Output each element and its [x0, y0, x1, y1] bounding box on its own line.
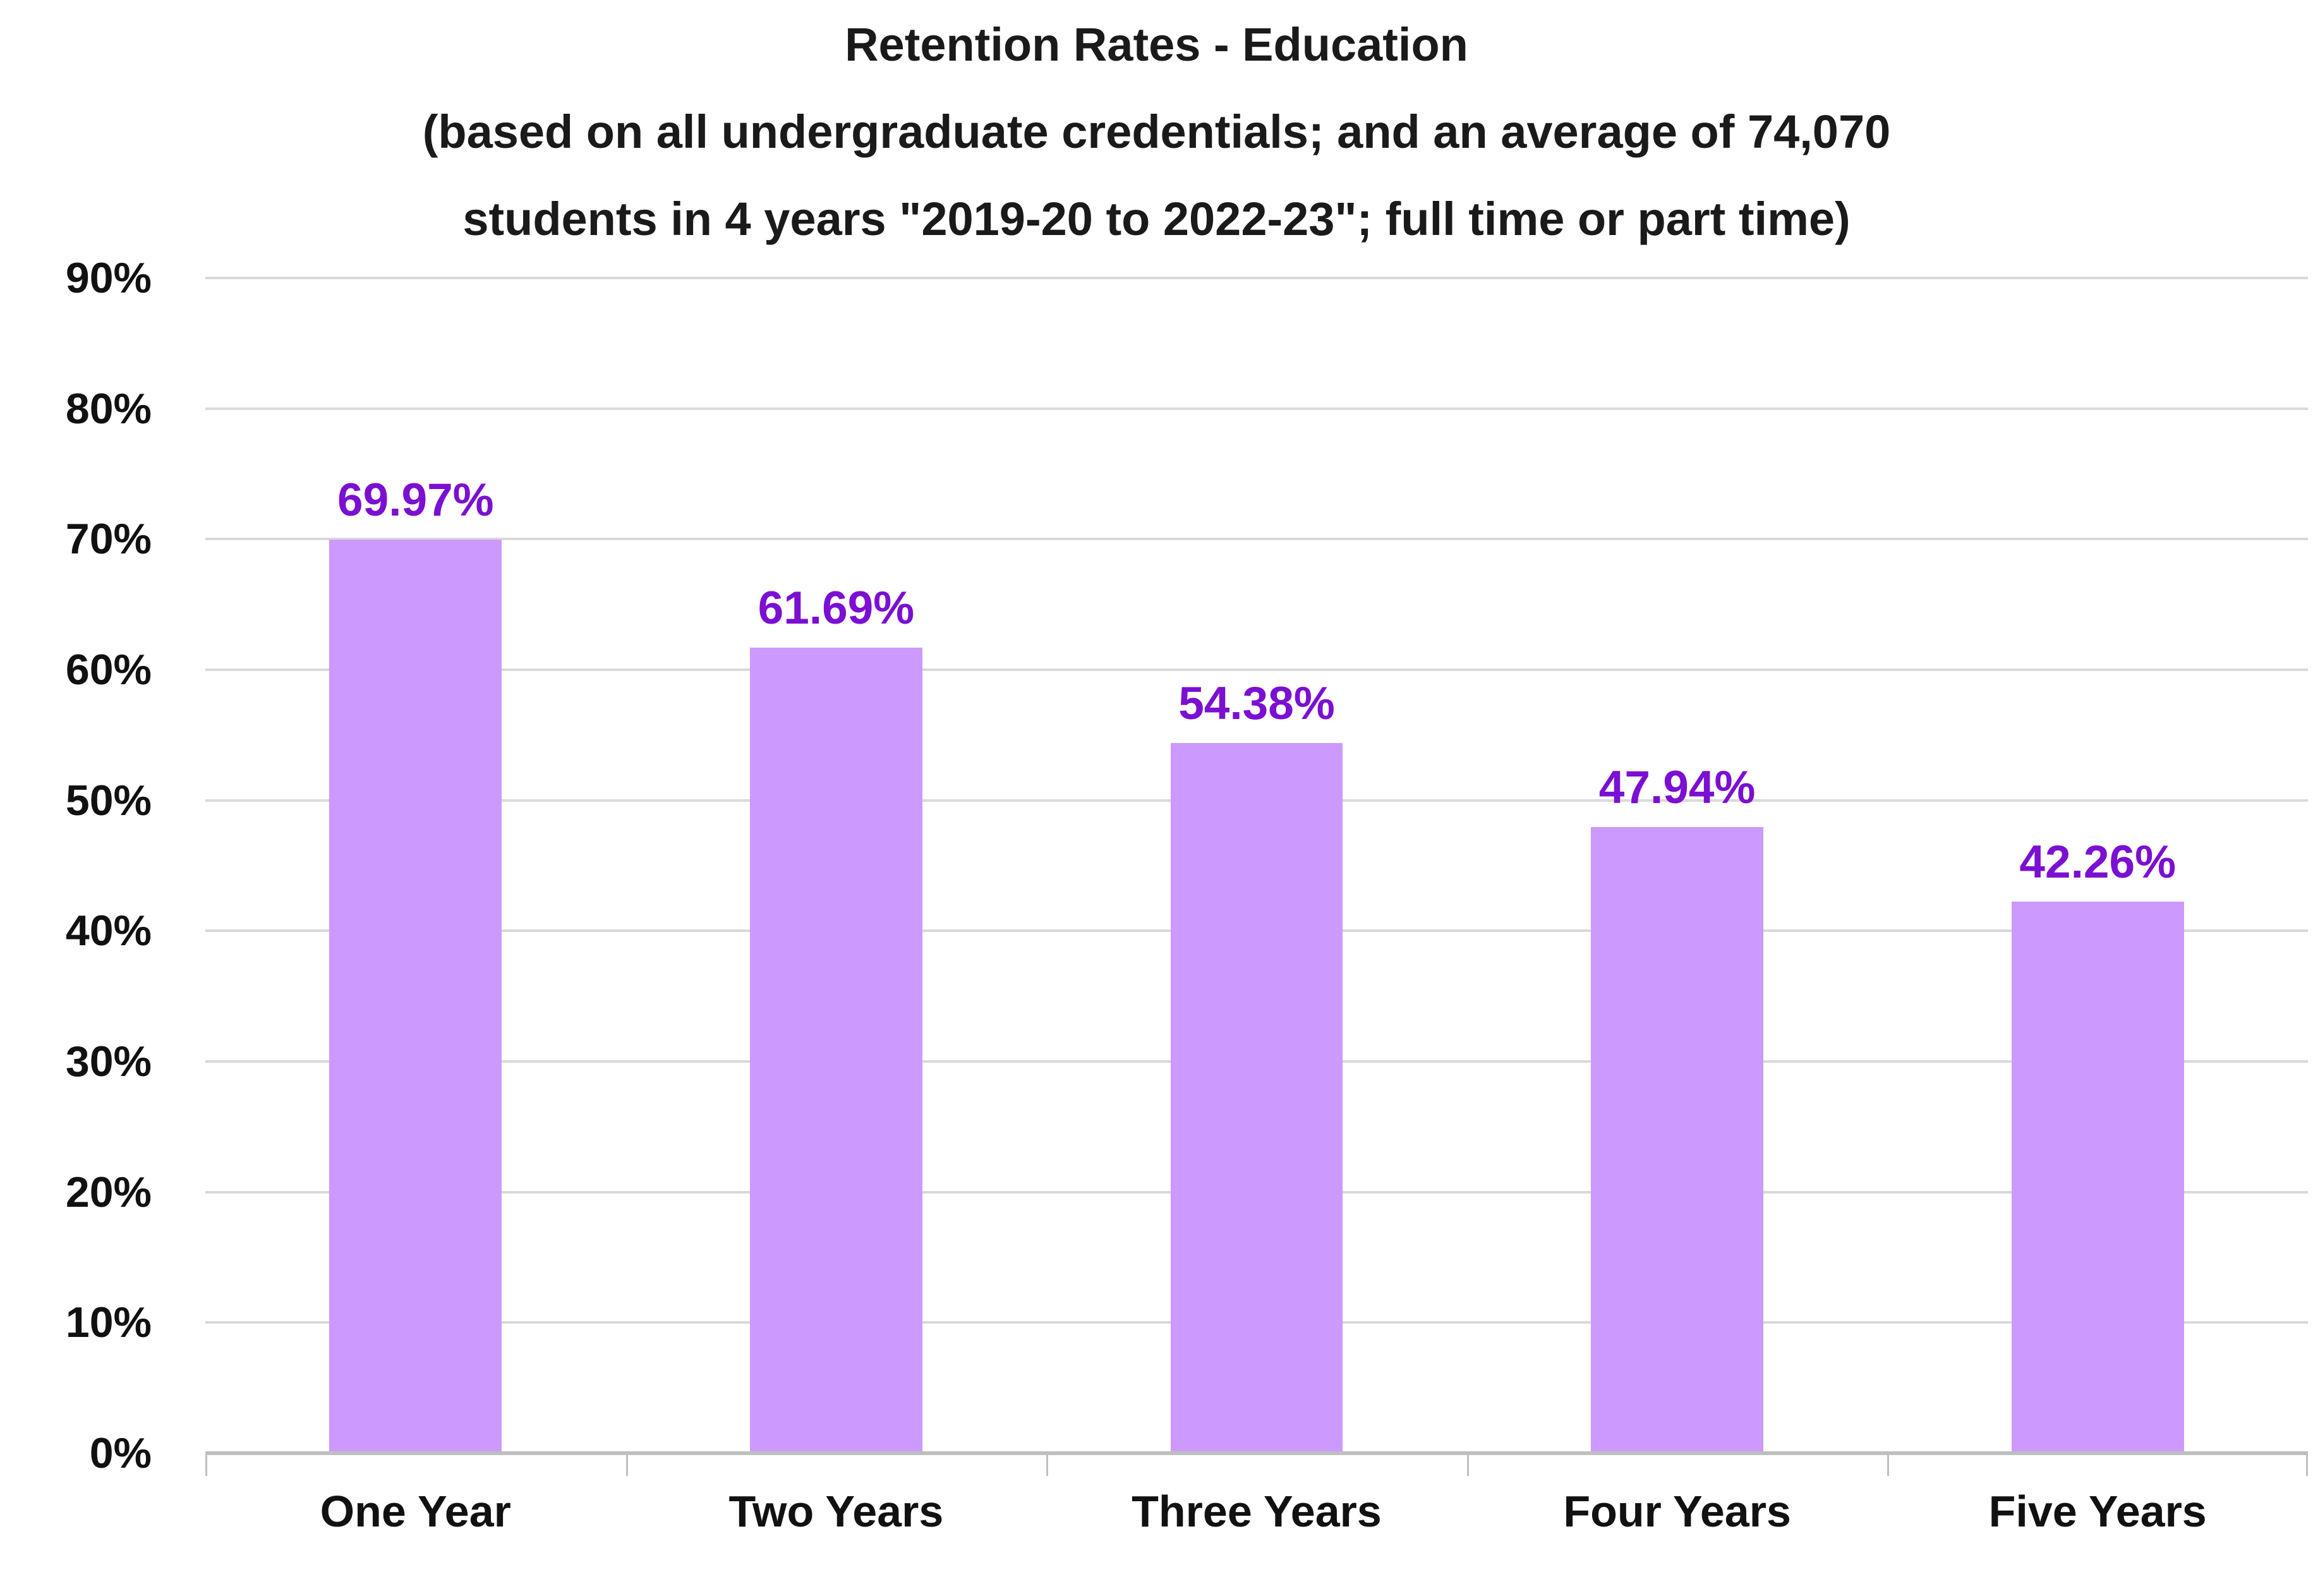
data-label: 69.97% — [337, 474, 494, 526]
y-tick-label: 90% — [65, 254, 152, 302]
data-label: 54.38% — [1178, 678, 1335, 730]
bar-four-years — [1591, 827, 1764, 1453]
bar-five-years — [2011, 901, 2184, 1453]
category-slot: 61.69% Two Years — [625, 278, 1047, 1536]
bar-three-years — [1170, 743, 1343, 1453]
y-tick-label: 60% — [65, 645, 152, 694]
chart-title: Retention Rates - Education (based on al… — [0, 1, 2313, 263]
y-axis-labels: 90% 80% 70% 60% 50% 40% 30% 20% 10% 0% — [0, 254, 152, 1477]
x-axis-tick — [625, 1453, 628, 1476]
x-category-label: Three Years — [1132, 1487, 1382, 1536]
y-tick-label: 40% — [65, 907, 152, 955]
x-axis-tick — [2305, 1453, 2308, 1476]
plot-slots: 69.97% One Year 61.69% Two Years 54.38% Three… — [205, 278, 2308, 1536]
y-tick-label: 80% — [65, 384, 152, 433]
bar-one-year — [329, 539, 502, 1453]
x-axis-tick — [1466, 1453, 1469, 1476]
gridline — [205, 668, 2308, 671]
data-label: 42.26% — [2019, 836, 2176, 888]
bar-two-years — [749, 648, 922, 1453]
y-tick-label: 20% — [65, 1168, 152, 1216]
data-label: 61.69% — [758, 583, 915, 634]
x-category-label: Five Years — [1988, 1487, 2207, 1536]
category-slot: 54.38% Three Years — [1046, 278, 1467, 1536]
x-category-label: Two Years — [728, 1487, 944, 1536]
x-axis-tick — [1887, 1453, 1890, 1476]
x-category-label: One Year — [320, 1487, 511, 1536]
gridline — [205, 407, 2308, 410]
y-tick-label: 10% — [65, 1298, 152, 1347]
x-category-label: Four Years — [1563, 1487, 1791, 1536]
y-tick-label: 70% — [65, 515, 152, 564]
chart-title-line-1: Retention Rates - Education — [845, 18, 1468, 71]
y-tick-label: 0% — [89, 1429, 152, 1477]
gridline — [205, 277, 2308, 279]
y-tick-label: 50% — [65, 776, 152, 825]
chart-title-line-2: (based on all undergraduate credentials;… — [422, 106, 1891, 158]
chart-title-line-3: students in 4 years "2019-20 to 2022-23"… — [462, 193, 1851, 245]
x-axis-tick — [1046, 1453, 1049, 1476]
category-slot: 47.94% Four Years — [1466, 278, 1888, 1536]
category-slot: 69.97% One Year — [205, 278, 626, 1536]
x-axis-line — [205, 1451, 2308, 1455]
data-label: 47.94% — [1598, 762, 1756, 814]
gridline — [205, 538, 2308, 541]
plot-area: 69.97% One Year 61.69% Two Years 54.38% Three… — [205, 277, 2308, 1536]
category-slot: 42.26% Five Years — [1887, 278, 2308, 1536]
y-tick-label: 30% — [65, 1037, 152, 1085]
x-axis-tick — [205, 1453, 207, 1476]
